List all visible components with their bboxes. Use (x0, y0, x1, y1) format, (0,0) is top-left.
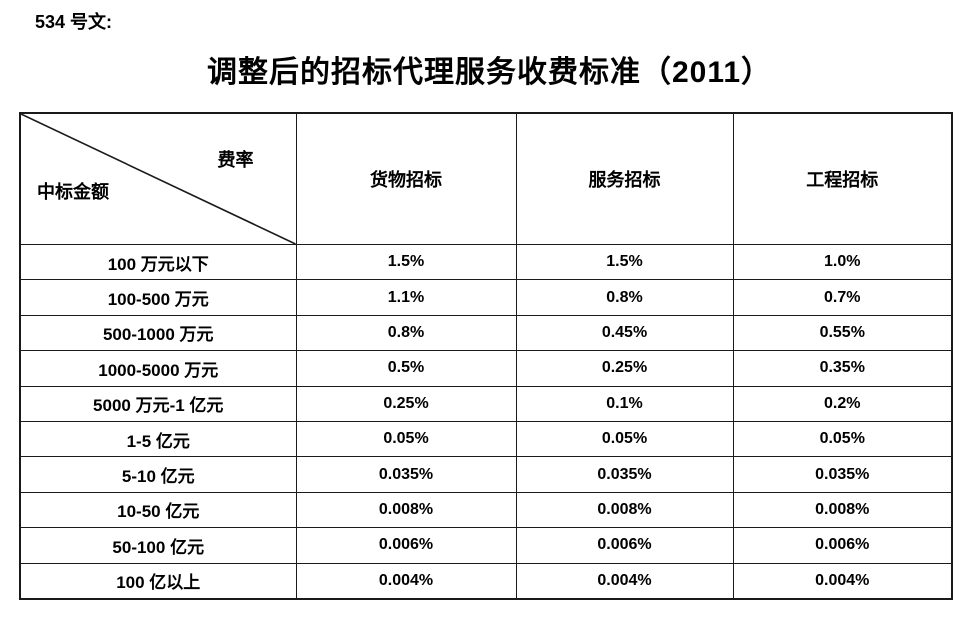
fee-value: 1.0% (732, 243, 953, 281)
table-row: 500-1000 万元 0.8% 0.45% 0.55% (19, 314, 953, 352)
row-label: 100 万元以下 (19, 243, 297, 281)
fee-value: 0.05% (515, 420, 734, 458)
fee-value: 0.004% (295, 562, 517, 600)
corner-label-rate: 费率 (217, 150, 254, 170)
fee-value: 0.004% (732, 562, 953, 600)
row-label: 100 亿以上 (19, 562, 297, 600)
fee-value: 0.55% (732, 314, 953, 352)
fee-value: 0.2% (732, 385, 953, 422)
fee-value: 0.035% (732, 456, 953, 493)
fee-value: 0.25% (295, 385, 517, 422)
fee-value: 0.008% (515, 491, 734, 529)
fee-value: 0.006% (295, 527, 517, 564)
row-label: 5000 万元-1 亿元 (19, 385, 297, 422)
table-row: 100-500 万元 1.1% 0.8% 0.7% (19, 279, 953, 316)
row-label: 50-100 亿元 (19, 527, 297, 564)
fee-value: 0.8% (515, 279, 734, 316)
table-row: 5000 万元-1 亿元 0.25% 0.1% 0.2% (19, 385, 953, 422)
fee-value: 0.1% (515, 385, 734, 422)
fee-value: 0.008% (295, 491, 517, 529)
table-row: 1000-5000 万元 0.5% 0.25% 0.35% (19, 350, 953, 387)
fee-value: 0.5% (295, 350, 517, 387)
fee-value: 0.035% (515, 456, 734, 493)
fee-value: 1.5% (295, 243, 517, 281)
header-row: 费率 中标金额 货物招标 服务招标 工程招标 (19, 112, 953, 245)
diagonal-line-icon (21, 114, 296, 244)
fee-value: 0.45% (515, 314, 734, 352)
fee-value: 1.1% (295, 279, 517, 316)
row-label: 10-50 亿元 (19, 491, 297, 529)
fee-value: 0.008% (732, 491, 953, 529)
doc-number: 534 号文: (35, 12, 113, 32)
fee-value: 0.05% (295, 420, 517, 458)
table-row: 10-50 亿元 0.008% 0.008% 0.008% (19, 491, 953, 529)
row-label: 1000-5000 万元 (19, 350, 297, 387)
row-label: 500-1000 万元 (19, 314, 297, 352)
fee-value: 0.35% (732, 350, 953, 387)
fee-table: 费率 中标金额 货物招标 服务招标 工程招标 100 万元以下 1.5% 1.5… (19, 112, 953, 600)
column-header-goods: 货物招标 (295, 112, 517, 245)
page-title: 调整后的招标代理服务收费标准（2011） (206, 56, 773, 89)
table-row: 100 万元以下 1.5% 1.5% 1.0% (19, 243, 953, 281)
table-row: 100 亿以上 0.004% 0.004% 0.004% (19, 562, 953, 600)
fee-value: 0.006% (732, 527, 953, 564)
table-row: 5-10 亿元 0.035% 0.035% 0.035% (19, 456, 953, 493)
fee-value: 0.05% (732, 420, 953, 458)
table-row: 1-5 亿元 0.05% 0.05% 0.05% (19, 420, 953, 458)
fee-value: 0.004% (515, 562, 734, 600)
corner-header-cell: 费率 中标金额 (19, 112, 297, 245)
row-label: 1-5 亿元 (19, 420, 297, 458)
fee-value: 0.25% (515, 350, 734, 387)
fee-value: 0.7% (732, 279, 953, 316)
fee-value: 1.5% (515, 243, 734, 281)
column-header-services: 服务招标 (515, 112, 734, 245)
fee-value: 0.8% (295, 314, 517, 352)
fee-value: 0.035% (295, 456, 517, 493)
column-header-engineering: 工程招标 (732, 112, 953, 245)
table-row: 50-100 亿元 0.006% 0.006% 0.006% (19, 527, 953, 564)
row-label: 100-500 万元 (19, 279, 297, 316)
fee-value: 0.006% (515, 527, 734, 564)
row-label: 5-10 亿元 (19, 456, 297, 493)
corner-label-amount: 中标金额 (37, 182, 109, 202)
